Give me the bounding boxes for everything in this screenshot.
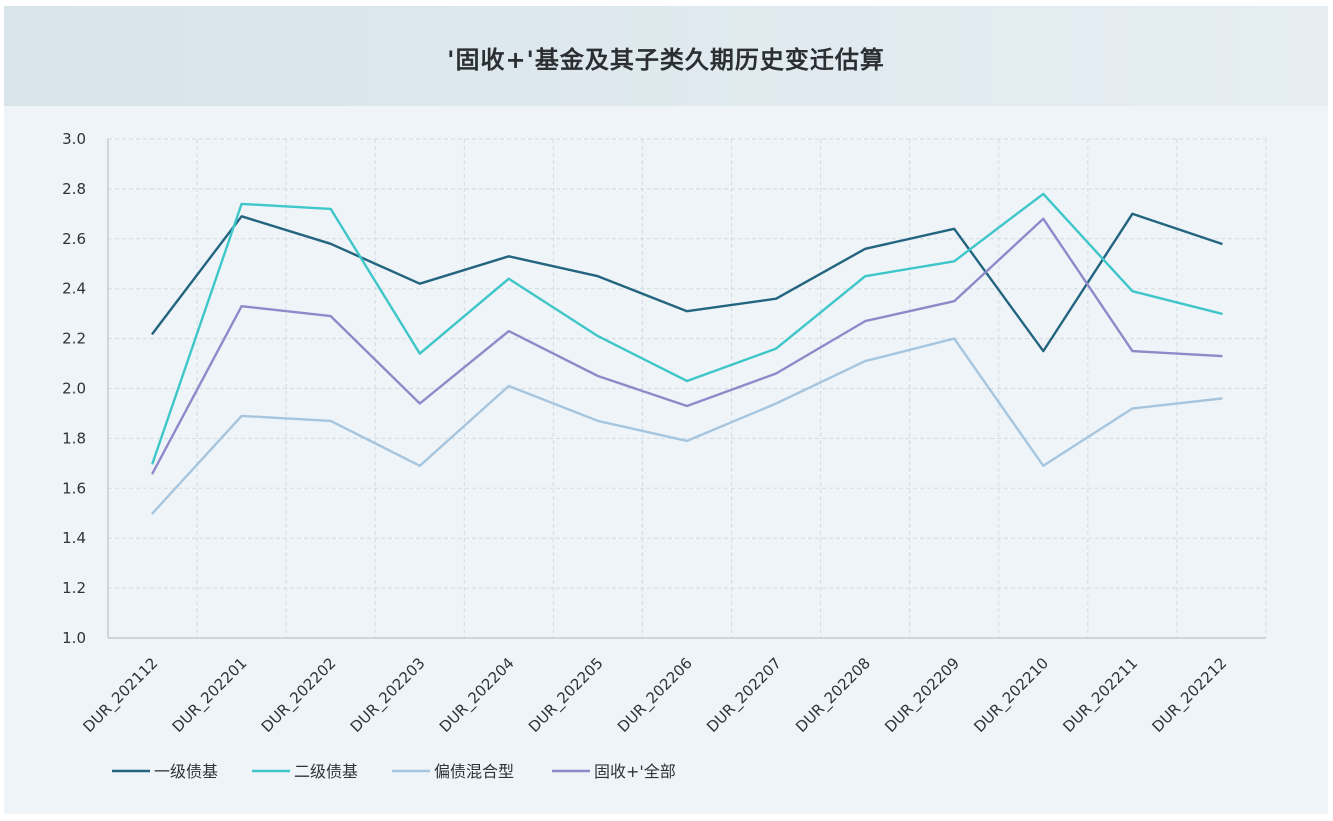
x-tick-label: DUR_202206 — [614, 654, 697, 737]
legend-item-1: 一级债基 — [112, 762, 218, 781]
y-tick-label: 2.0 — [62, 380, 86, 398]
y-tick-label: 1.8 — [62, 429, 86, 447]
x-tick-label: DUR_202201 — [169, 654, 252, 737]
x-tick-label: DUR_202209 — [881, 654, 964, 737]
chart-card: '固收+'基金及其子类久期历史变迁估算 — [4, 6, 1328, 814]
legend-label: 偏债混合型 — [434, 762, 514, 781]
y-tick-label: 1.4 — [62, 529, 86, 547]
legend-label: 固收+'全部 — [594, 762, 676, 781]
x-tick-label: DUR_202212 — [1148, 654, 1231, 737]
grid-lines — [108, 138, 1267, 638]
legend-label: 二级债基 — [294, 762, 358, 781]
x-tick-label: DUR_202202 — [258, 654, 341, 737]
series-lines — [151, 192, 1223, 515]
y-tick-label: 2.4 — [62, 280, 86, 298]
series-line-4 — [151, 217, 1223, 475]
chart-title: '固收+'基金及其子类久期历史变迁估算 — [447, 46, 885, 74]
series-line-3 — [151, 337, 1223, 515]
y-tick-label: 1.2 — [62, 579, 86, 597]
axes: 1.0 1.2 1.4 1.6 1.8 2.0 2.2 2.4 2.6 2.8 3.0 DUR_202… — [62, 130, 1266, 737]
legend: 一级债基 二级债基 偏债混合型 固收+'全部 — [112, 762, 676, 781]
y-tick-label: 2.8 — [62, 180, 86, 198]
y-tick-label: 3.0 — [62, 130, 86, 148]
x-tick-label: DUR_202207 — [703, 654, 786, 737]
x-tick-label: DUR_202208 — [792, 654, 875, 737]
x-tick-label: DUR_202112 — [80, 654, 163, 737]
y-tick-label: 1.0 — [62, 629, 86, 647]
y-tick-label: 2.2 — [62, 330, 86, 348]
series-line-2 — [151, 192, 1223, 465]
legend-item-3: 偏债混合型 — [392, 762, 514, 781]
x-tick-label: DUR_202210 — [970, 654, 1053, 737]
x-tick-label: DUR_202205 — [525, 654, 608, 737]
x-tick-label: DUR_202211 — [1059, 654, 1142, 737]
x-tick-label: DUR_202204 — [436, 654, 519, 737]
series-line-1 — [151, 212, 1223, 353]
title-banner: '固收+'基金及其子类久期历史变迁估算 — [4, 6, 1328, 106]
legend-item-2: 二级债基 — [252, 762, 358, 781]
x-tick-label: DUR_202203 — [347, 654, 430, 737]
legend-item-4: 固收+'全部 — [552, 762, 676, 781]
y-tick-label: 2.6 — [62, 230, 86, 248]
legend-label: 一级债基 — [154, 762, 218, 781]
y-tick-label: 1.6 — [62, 479, 86, 497]
